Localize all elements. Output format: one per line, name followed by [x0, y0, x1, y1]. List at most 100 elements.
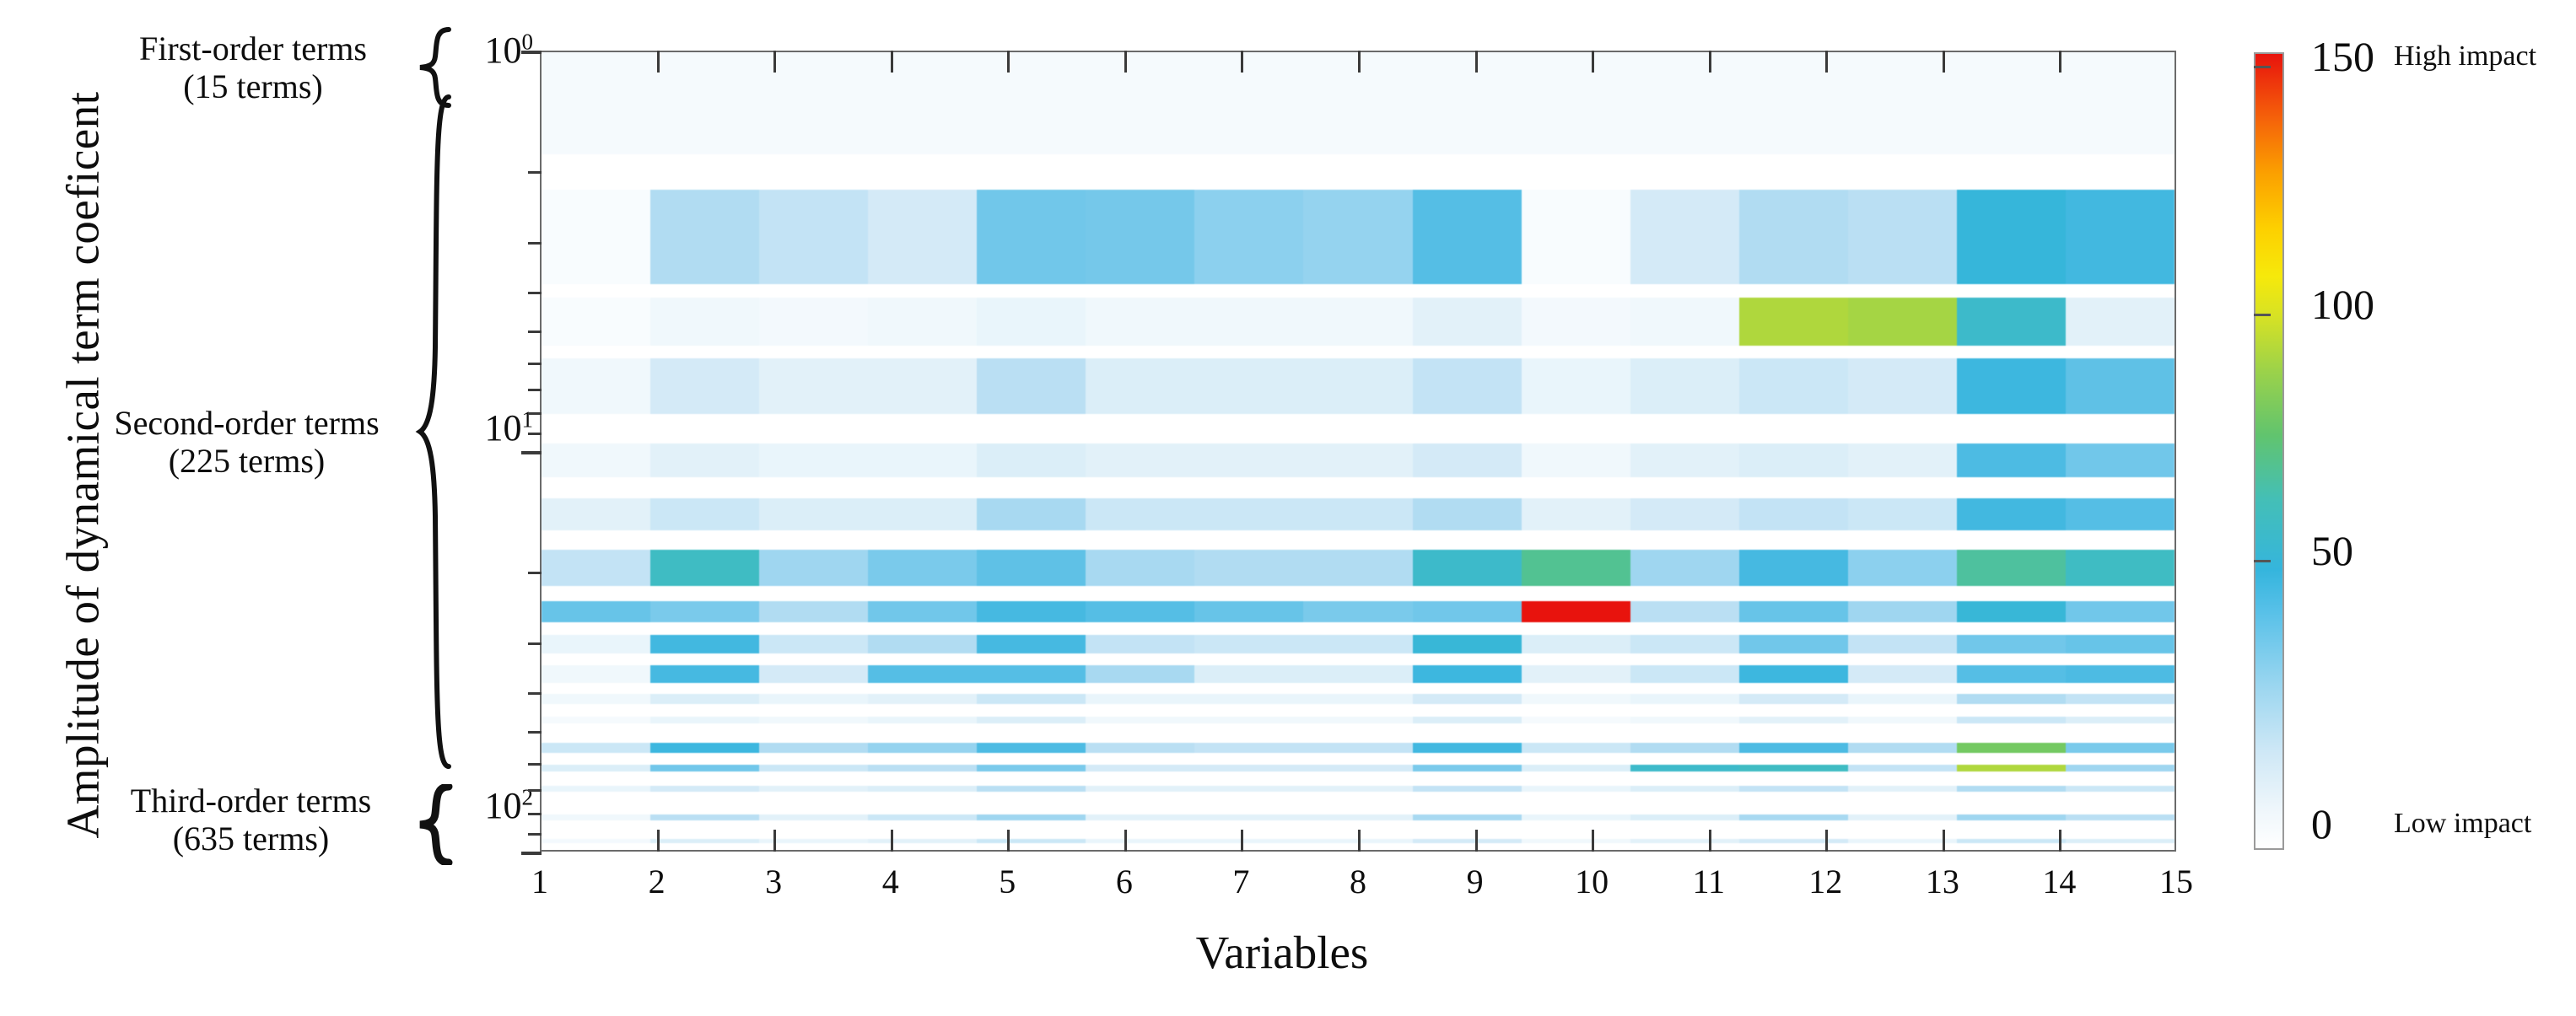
colorbar-tick-150	[2254, 66, 2271, 68]
heatmap-row	[542, 743, 2175, 754]
heatmap-cell	[1521, 443, 1630, 477]
x-tick-label-7: 7	[1232, 863, 1250, 900]
heatmap-cell	[1738, 189, 1848, 285]
heatmap-cell	[1630, 716, 1739, 724]
heatmap-cell	[1086, 443, 1195, 477]
x-tick-label-13: 13	[1925, 863, 1959, 900]
heatmap-cell	[1956, 743, 2066, 754]
heatmap-cell	[542, 693, 651, 704]
heatmap-plot-area[interactable]	[540, 51, 2176, 852]
x-axis-tick-top	[1124, 51, 1127, 73]
heatmap-cell	[1086, 814, 1195, 820]
heatmap-cell	[1303, 357, 1413, 414]
heatmap-row	[542, 498, 2175, 530]
heatmap-cell	[1847, 786, 1957, 792]
group-label-second-order: Second-order terms (225 terms)	[80, 404, 413, 481]
heatmap-cell	[1412, 635, 1522, 653]
heatmap-cell	[759, 764, 869, 771]
x-axis-tick-bottom	[1358, 830, 1361, 852]
heatmap-cell	[1412, 693, 1522, 704]
heatmap-cell	[1303, 665, 1413, 684]
heatmap-cell	[1738, 786, 1848, 792]
y-tick-exponent-2: 2	[521, 784, 534, 810]
heatmap-cell	[1956, 298, 2066, 346]
y-axis-major-tick	[521, 852, 542, 855]
heatmap-cell	[1956, 357, 2066, 414]
heatmap-cell	[1847, 52, 1957, 155]
heatmap-cell	[1194, 743, 1304, 754]
heatmap-cell	[1847, 665, 1957, 684]
heatmap-cell	[1630, 498, 1739, 530]
x-tick-label-9: 9	[1466, 863, 1484, 900]
x-tick-label-2: 2	[648, 863, 666, 900]
heatmap-row	[542, 298, 2175, 346]
heatmap-canvas	[542, 52, 2175, 850]
x-axis-tick-top	[890, 51, 893, 73]
heatmap-cell	[1521, 786, 1630, 792]
heatmap-cell	[759, 298, 869, 346]
x-axis-tick-bottom	[1942, 830, 1945, 852]
heatmap-cell	[1086, 52, 1195, 155]
y-axis-minor-tick	[528, 241, 542, 245]
x-axis-tick-bottom	[1825, 830, 1829, 852]
heatmap-cell	[759, 357, 869, 414]
heatmap-cell	[1086, 635, 1195, 653]
heatmap-cell	[542, 52, 651, 155]
heatmap-row	[542, 443, 2175, 477]
heatmap-cell	[1521, 550, 1630, 586]
heatmap-cell	[1847, 838, 1957, 843]
heatmap-cell	[868, 635, 978, 653]
heatmap-cell	[977, 498, 1086, 530]
heatmap-cell	[1303, 498, 1413, 530]
heatmap-cell	[1738, 52, 1848, 155]
heatmap-cell	[1956, 665, 2066, 684]
heatmap-cell	[1738, 357, 1848, 414]
heatmap-cell	[1847, 498, 1957, 530]
heatmap-cell	[1738, 298, 1848, 346]
heatmap-cell	[759, 693, 869, 704]
colorbar-low-impact-label: Low impact	[2394, 808, 2532, 839]
heatmap-cell	[1086, 550, 1195, 586]
heatmap-cell	[1847, 743, 1957, 754]
heatmap-cell	[759, 635, 869, 653]
x-axis-tick-top	[2059, 51, 2062, 73]
brace-second-order-icon	[415, 94, 454, 769]
heatmap-cell	[1521, 498, 1630, 530]
heatmap-cell	[868, 814, 978, 820]
heatmap-cell	[1086, 743, 1195, 754]
heatmap-cell	[542, 838, 651, 843]
heatmap-cell	[1086, 357, 1195, 414]
heatmap-cell	[2065, 665, 2175, 684]
x-tick-label-6: 6	[1115, 863, 1133, 900]
heatmap-row	[542, 52, 2175, 155]
x-tick-label-4: 4	[881, 863, 899, 900]
heatmap-cell	[977, 693, 1086, 704]
group-label-third-order-line1: Third-order terms	[130, 782, 372, 820]
heatmap-cell	[542, 743, 651, 754]
heatmap-cell	[759, 838, 869, 843]
heatmap-cell	[1303, 764, 1413, 771]
heatmap-cell	[2065, 443, 2175, 477]
heatmap-cell	[1412, 601, 1522, 623]
y-axis-minor-tick	[528, 812, 542, 815]
heatmap-cell	[977, 550, 1086, 586]
heatmap-cell	[2065, 814, 2175, 820]
heatmap-cell	[1194, 693, 1304, 704]
heatmap-cell	[650, 838, 760, 843]
heatmap-cell	[2065, 52, 2175, 155]
heatmap-cell	[1630, 814, 1739, 820]
heatmap-cell	[868, 601, 978, 623]
heatmap-cell	[977, 189, 1086, 285]
heatmap-cell	[1956, 716, 2066, 724]
colorbar[interactable]	[2254, 52, 2284, 850]
heatmap-cell	[2065, 786, 2175, 792]
x-tick-label-11: 11	[1692, 863, 1725, 900]
heatmap-cell	[1412, 550, 1522, 586]
y-axis-minor-tick	[528, 170, 542, 174]
heatmap-cell	[1956, 498, 2066, 530]
heatmap-cell	[542, 189, 651, 285]
heatmap-cell	[650, 814, 760, 820]
heatmap-cell	[1303, 550, 1413, 586]
heatmap-row	[542, 786, 2175, 792]
group-label-second-order-line2: (225 terms)	[168, 441, 326, 480]
